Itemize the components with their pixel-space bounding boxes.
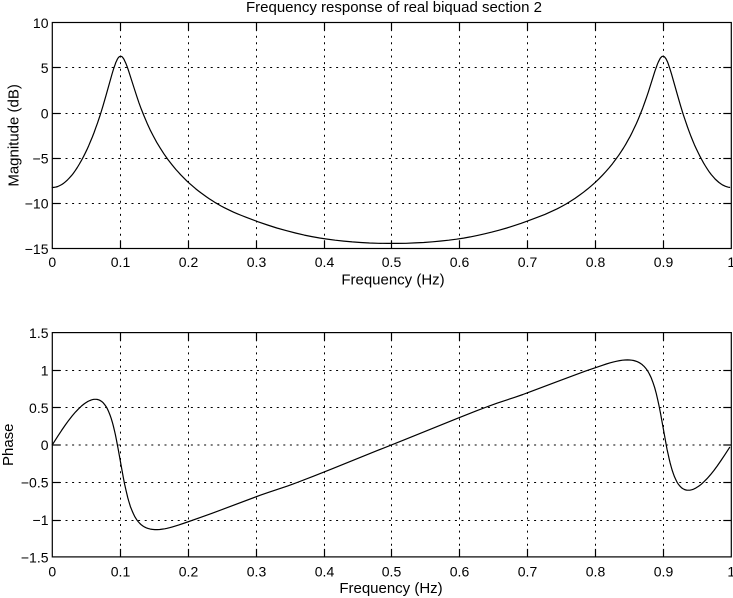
svg-text:Frequency response of real biq: Frequency response of real biquad sectio… <box>246 0 542 16</box>
svg-text:1.5: 1.5 <box>29 325 49 341</box>
svg-text:0.2: 0.2 <box>179 254 199 270</box>
svg-text:0.7: 0.7 <box>518 563 538 579</box>
svg-text:5: 5 <box>41 60 49 76</box>
svg-text:1: 1 <box>727 563 733 579</box>
svg-text:−5: −5 <box>33 151 49 167</box>
svg-text:−1.5: −1.5 <box>21 549 49 565</box>
svg-text:0.1: 0.1 <box>111 254 131 270</box>
svg-text:0: 0 <box>41 437 49 453</box>
svg-text:0: 0 <box>41 105 49 121</box>
svg-text:1: 1 <box>41 362 49 378</box>
svg-text:−0.5: −0.5 <box>21 475 49 491</box>
svg-text:Frequency (Hz): Frequency (Hz) <box>339 580 442 597</box>
svg-text:0.1: 0.1 <box>111 563 131 579</box>
svg-text:0.2: 0.2 <box>179 563 199 579</box>
svg-text:0.8: 0.8 <box>586 254 606 270</box>
svg-text:0.7: 0.7 <box>518 254 538 270</box>
svg-text:Magnitude (dB): Magnitude (dB) <box>6 84 23 187</box>
svg-text:0.8: 0.8 <box>586 563 606 579</box>
svg-text:Frequency (Hz): Frequency (Hz) <box>341 271 444 288</box>
svg-text:0.6: 0.6 <box>450 254 470 270</box>
svg-text:0.9: 0.9 <box>654 563 674 579</box>
svg-text:Phase: Phase <box>0 423 17 466</box>
svg-text:0.5: 0.5 <box>382 254 402 270</box>
svg-text:0.3: 0.3 <box>247 563 267 579</box>
svg-text:0.9: 0.9 <box>654 254 674 270</box>
svg-text:0.5: 0.5 <box>29 400 49 416</box>
svg-text:0.3: 0.3 <box>247 254 267 270</box>
svg-text:−10: −10 <box>25 196 49 212</box>
svg-text:0.4: 0.4 <box>315 563 335 579</box>
svg-text:0.5: 0.5 <box>382 563 402 579</box>
svg-text:10: 10 <box>33 15 49 31</box>
svg-text:−1: −1 <box>33 512 49 528</box>
svg-text:0.6: 0.6 <box>450 563 470 579</box>
svg-text:0.4: 0.4 <box>315 254 335 270</box>
svg-text:0: 0 <box>48 563 56 579</box>
svg-text:−15: −15 <box>25 241 49 257</box>
svg-text:0: 0 <box>48 254 56 270</box>
svg-text:1: 1 <box>727 254 733 270</box>
